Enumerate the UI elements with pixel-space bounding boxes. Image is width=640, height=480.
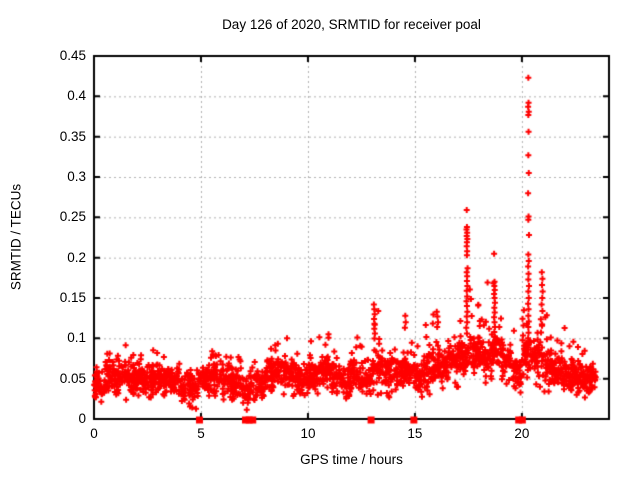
y-tick-label-0.35: 0.35 (59, 128, 86, 144)
y-tick-label-0.45: 0.45 (59, 48, 86, 63)
x-tick-label-0: 0 (90, 426, 98, 441)
x-tick-label-5: 5 (197, 426, 205, 441)
x-tick-label-15: 15 (407, 426, 423, 441)
y-tick-label-0.3: 0.3 (67, 169, 86, 184)
y-axis-label: SRMTID / TECUs (8, 183, 24, 291)
y-tick-label-0.25: 0.25 (59, 209, 86, 225)
y-tick-label-0.4: 0.4 (67, 88, 86, 104)
x-axis-label: GPS time / hours (300, 452, 403, 467)
y-tick-label-0: 0 (78, 411, 86, 426)
y-tick-label-0.1: 0.1 (67, 330, 86, 346)
x-tick-label-10: 10 (300, 426, 316, 441)
x-tick-label-20: 20 (514, 426, 530, 441)
y-tick-label-0.2: 0.2 (67, 249, 86, 265)
y-tick-label-0.05: 0.05 (59, 370, 86, 386)
chart-title: Day 126 of 2020, SRMTID for receiver poa… (222, 17, 481, 32)
y-tick-label-0.15: 0.15 (59, 290, 86, 305)
